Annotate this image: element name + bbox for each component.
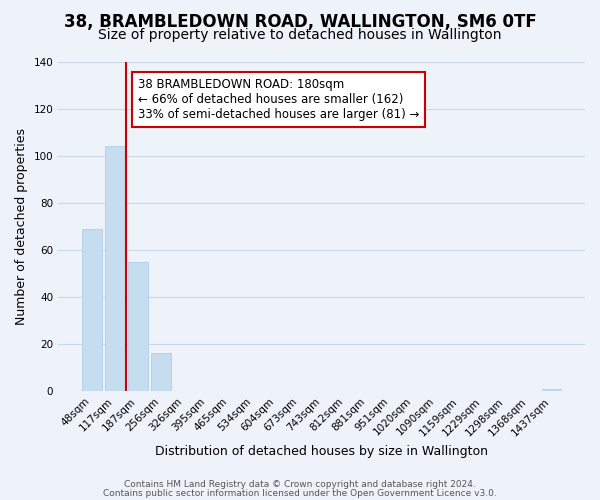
Text: 38, BRAMBLEDOWN ROAD, WALLINGTON, SM6 0TF: 38, BRAMBLEDOWN ROAD, WALLINGTON, SM6 0T… bbox=[64, 12, 536, 30]
X-axis label: Distribution of detached houses by size in Wallington: Distribution of detached houses by size … bbox=[155, 444, 488, 458]
Bar bbox=[105, 146, 125, 391]
Bar bbox=[151, 354, 170, 391]
Text: Size of property relative to detached houses in Wallington: Size of property relative to detached ho… bbox=[98, 28, 502, 42]
Text: 38 BRAMBLEDOWN ROAD: 180sqm
← 66% of detached houses are smaller (162)
33% of se: 38 BRAMBLEDOWN ROAD: 180sqm ← 66% of det… bbox=[138, 78, 419, 121]
Text: Contains HM Land Registry data © Crown copyright and database right 2024.: Contains HM Land Registry data © Crown c… bbox=[124, 480, 476, 489]
Y-axis label: Number of detached properties: Number of detached properties bbox=[15, 128, 28, 325]
Text: Contains public sector information licensed under the Open Government Licence v3: Contains public sector information licen… bbox=[103, 488, 497, 498]
Bar bbox=[542, 389, 561, 391]
Bar bbox=[128, 262, 148, 391]
Bar bbox=[82, 228, 101, 391]
